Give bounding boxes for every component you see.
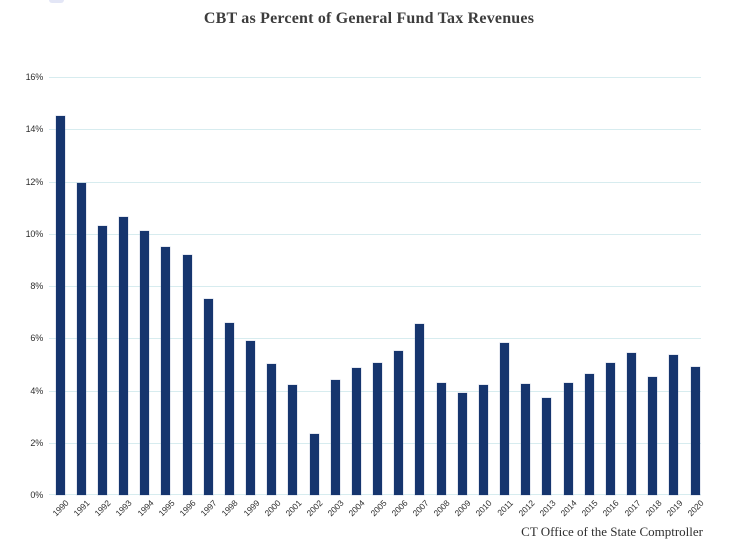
x-tick-label-2018: 2018 bbox=[643, 498, 664, 519]
x-tick-label-2000: 2000 bbox=[262, 498, 283, 519]
x-tick-label-2002: 2002 bbox=[304, 498, 325, 519]
y-axis: 0% 2% 4% 6% 8% 10% 12% 14% 16% bbox=[0, 72, 44, 500]
gridline-16% bbox=[49, 77, 701, 78]
x-tick-label-1990: 1990 bbox=[50, 498, 71, 519]
bar-1991 bbox=[76, 182, 86, 495]
x-tick-label-1992: 1992 bbox=[92, 498, 113, 519]
bar-2000 bbox=[267, 364, 277, 495]
bar-2001 bbox=[288, 385, 298, 495]
x-tick-label-2008: 2008 bbox=[431, 498, 452, 519]
x-tick-label-2012: 2012 bbox=[516, 498, 537, 519]
bar-1994 bbox=[140, 231, 150, 495]
x-tick-label-2014: 2014 bbox=[558, 498, 579, 519]
bar-2007 bbox=[415, 323, 425, 495]
x-tick-label-1996: 1996 bbox=[177, 498, 198, 519]
x-tick-label-2005: 2005 bbox=[367, 498, 389, 519]
y-tick-label-0%: 0% bbox=[30, 490, 43, 500]
x-tick-label-1998: 1998 bbox=[219, 498, 240, 519]
bar-2020 bbox=[690, 367, 700, 495]
bar-2006 bbox=[394, 351, 404, 495]
bar-1998 bbox=[224, 322, 234, 495]
bar-2010 bbox=[478, 385, 488, 495]
x-tick-label-2009: 2009 bbox=[452, 498, 473, 519]
bar-2013 bbox=[542, 398, 552, 495]
gridline-14% bbox=[49, 129, 701, 131]
bar-2009 bbox=[457, 393, 467, 495]
x-tick-label-2017: 2017 bbox=[621, 498, 643, 519]
gridline-10% bbox=[49, 233, 701, 235]
x-tick-label-1995: 1995 bbox=[156, 498, 177, 519]
x-tick-label-2003: 2003 bbox=[325, 498, 346, 519]
y-tick-label-14%: 14% bbox=[25, 124, 44, 135]
bar-2005 bbox=[373, 363, 383, 495]
bar-1997 bbox=[203, 299, 213, 495]
bar-2019 bbox=[669, 355, 679, 495]
bar-2014 bbox=[563, 382, 573, 495]
bar-2002 bbox=[309, 433, 319, 495]
bar-2018 bbox=[648, 377, 658, 495]
bar-2004 bbox=[351, 368, 361, 495]
source-attribution: CT Office of the State Comptroller bbox=[521, 524, 703, 539]
bar-2016 bbox=[605, 363, 615, 495]
x-tick-label-2010: 2010 bbox=[473, 498, 494, 519]
x-tick-label-2013: 2013 bbox=[537, 498, 558, 519]
bar-2008 bbox=[436, 382, 446, 495]
top-edge-artifact bbox=[49, 0, 64, 3]
x-tick-label-2001: 2001 bbox=[283, 498, 304, 519]
bar-2011 bbox=[500, 343, 510, 495]
x-tick-label-1997: 1997 bbox=[198, 498, 219, 519]
x-tick-label-1994: 1994 bbox=[135, 498, 156, 519]
y-tick-label-10%: 10% bbox=[25, 228, 44, 239]
x-tick-label-2011: 2011 bbox=[495, 498, 516, 518]
gridline-8% bbox=[49, 286, 701, 287]
x-tick-label-1993: 1993 bbox=[113, 498, 135, 519]
bar-1992 bbox=[97, 225, 107, 495]
x-tick-label-2006: 2006 bbox=[389, 498, 410, 519]
bar-1999 bbox=[246, 340, 256, 495]
bar-1996 bbox=[182, 254, 192, 495]
bar-2017 bbox=[627, 352, 637, 495]
x-tick-label-1991: 1991 bbox=[71, 498, 92, 519]
x-tick-label-2004: 2004 bbox=[346, 498, 367, 519]
x-tick-label-2019: 2019 bbox=[664, 498, 685, 519]
y-tick-label-2%: 2% bbox=[30, 437, 43, 448]
bar-2015 bbox=[584, 373, 594, 495]
x-tick-label-2007: 2007 bbox=[410, 498, 431, 519]
x-tick-label-2016: 2016 bbox=[600, 498, 621, 519]
gridline-12% bbox=[49, 181, 701, 183]
y-tick-label-8%: 8% bbox=[30, 281, 43, 291]
y-tick-label-12%: 12% bbox=[25, 176, 44, 187]
y-tick-label-6%: 6% bbox=[30, 333, 43, 344]
chart-title: CBT as Percent of General Fund Tax Reven… bbox=[203, 10, 535, 27]
x-tick-label-1999: 1999 bbox=[240, 498, 262, 519]
bar-1995 bbox=[161, 246, 171, 495]
x-tick-label-2015: 2015 bbox=[579, 498, 600, 519]
y-tick-label-16%: 16% bbox=[25, 72, 44, 82]
bar-2003 bbox=[330, 380, 340, 495]
bar-2012 bbox=[521, 383, 531, 495]
y-tick-label-4%: 4% bbox=[30, 385, 43, 396]
gridline-6% bbox=[49, 338, 701, 340]
bar-1993 bbox=[119, 216, 128, 495]
bar-1990 bbox=[55, 116, 65, 495]
plot-area bbox=[49, 77, 701, 495]
x-tick-label-2020: 2020 bbox=[685, 498, 706, 519]
